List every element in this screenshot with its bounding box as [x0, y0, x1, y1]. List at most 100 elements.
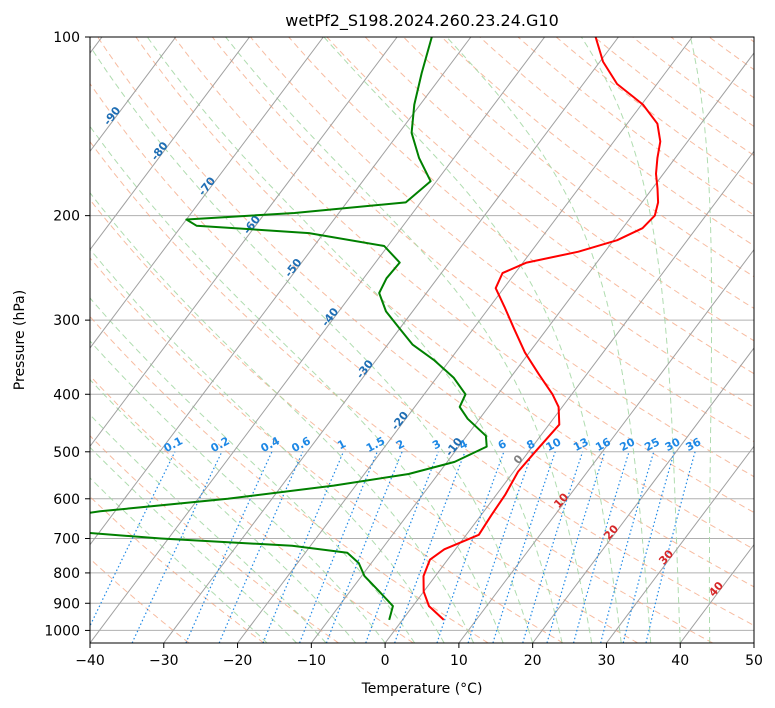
x-tick-label: 0	[381, 653, 390, 669]
isotherm-label: -40	[319, 305, 342, 329]
isotherm	[384, 150, 754, 643]
y-tick-label: 800	[53, 566, 80, 582]
line-labels: 0.1 0.2 0.4 0.6 1 1.5 2 3 4 6 8 10 13 16 20 25 30 36-100-…	[47, 71, 726, 599]
mixing-ratio-line	[218, 451, 304, 643]
moist-adiabat	[90, 297, 416, 643]
x-tick-label: 50	[745, 653, 763, 669]
dry-adiabat	[90, 140, 713, 643]
mixing-ratio-label: 13	[571, 435, 591, 454]
dry-adiabat	[326, 37, 754, 375]
mixing-ratio-label: 25	[642, 435, 662, 454]
mixing-ratio-line	[492, 451, 556, 643]
plot-frame	[89, 36, 755, 644]
moist-adiabat	[90, 192, 475, 643]
dry-adiabat	[90, 257, 564, 643]
mixing-ratio-label: 1	[335, 437, 348, 452]
mixing-ratio-line	[572, 451, 630, 643]
mixing-ratio-line	[622, 451, 675, 643]
mixing-ratio-line	[600, 451, 655, 643]
chart-title: wetPf2_S198.2024.260.23.24.G10	[285, 11, 559, 31]
y-tick-label: 1000	[44, 623, 80, 639]
moist-adiabat	[323, 37, 622, 643]
dry-adiabat	[364, 37, 754, 342]
dry-adiabat	[288, 37, 754, 408]
mixing-ratio-label: 8	[524, 437, 537, 452]
mixing-ratio-line	[262, 451, 344, 643]
isotherm	[90, 37, 472, 546]
mixing-ratio-line	[467, 451, 534, 643]
mixing-ratio-line	[299, 451, 378, 643]
dry-adiabat	[211, 37, 754, 478]
isotherms	[90, 37, 754, 643]
plot-area: 0.1 0.2 0.4 0.6 1 1.5 2 3 4 6 8 10 13 16 20 25 30 36-100-…	[47, 37, 754, 643]
mixing-ratio-line	[645, 451, 696, 643]
mixing-ratio-line	[325, 451, 403, 643]
y-tick-label: 400	[53, 387, 80, 403]
x-axis-ticks: −40 −30 −20 −10 0 10 20 30 40 50	[75, 643, 763, 669]
moist-adiabat-label: 20	[601, 522, 621, 542]
isotherm-label: -70	[196, 174, 219, 198]
moist-adiabat-label: 30	[656, 547, 676, 567]
isotherm-label: -30	[354, 357, 377, 381]
y-axis-label: Pressure (hPa)	[12, 290, 28, 390]
isotherm-label: -50	[282, 256, 305, 280]
x-tick-label: 40	[671, 653, 689, 669]
moist-adiabat	[580, 37, 681, 643]
mixing-ratio-line	[522, 451, 584, 643]
moist-adiabat	[90, 248, 445, 643]
mixing-ratio-label: 10	[544, 435, 564, 454]
dry-adiabat	[90, 198, 639, 643]
y-axis-ticks: 100 200 300 400 500 600 700 800 900 1000	[44, 30, 90, 639]
profile-series	[90, 37, 662, 621]
y-tick-label: 200	[53, 209, 80, 225]
y-tick-label: 900	[53, 596, 80, 612]
mixing-ratio-lines	[90, 451, 696, 643]
x-tick-label: 10	[450, 653, 468, 669]
isotherm	[458, 248, 754, 643]
dry-adiabat	[708, 37, 754, 71]
isotherm	[532, 347, 754, 643]
moist-adiabat	[90, 446, 297, 643]
dry-adiabat	[90, 558, 190, 643]
isotherm-label: -20	[389, 409, 412, 433]
mixing-ratio-label: 6	[496, 437, 509, 452]
isotherm	[90, 37, 324, 349]
moist-adiabat	[90, 125, 504, 643]
x-tick-label: 30	[598, 653, 616, 669]
isotherm	[310, 52, 754, 643]
isotherm	[90, 37, 398, 448]
temperature-profile-line	[422, 37, 662, 621]
x-tick-label: 20	[524, 653, 542, 669]
moist-adiabat	[146, 37, 563, 643]
dry-adiabat	[90, 434, 339, 643]
mixing-ratio-label: 20	[618, 435, 638, 454]
moist-adiabat	[690, 37, 713, 643]
dewpoint-profile-line	[90, 37, 488, 621]
dry-adiabat	[90, 82, 754, 626]
isotherm	[606, 445, 754, 643]
moist-adiabat	[90, 477, 268, 643]
dry-adiabat	[173, 37, 754, 514]
mixing-ratio-label: 30	[663, 435, 683, 454]
moist-adiabat	[446, 37, 652, 643]
moist-adiabat	[90, 340, 386, 643]
dry-adiabat	[90, 495, 265, 643]
isotherm-label: -90	[101, 104, 124, 128]
y-tick-label: 300	[53, 313, 80, 329]
dry-adiabat	[479, 37, 754, 247]
mixing-ratio-line	[546, 451, 606, 643]
mixing-ratio-line	[90, 451, 176, 628]
isotherm-label: -100	[47, 71, 74, 101]
mixing-ratio-label: 16	[593, 435, 613, 454]
isotherm-label: -80	[148, 139, 171, 163]
isotherm	[90, 37, 177, 153]
dry-adiabat	[747, 37, 754, 43]
y-tick-label: 500	[53, 445, 80, 461]
dry-adiabat	[90, 375, 414, 643]
isotherm	[90, 37, 546, 643]
dry-adiabat	[97, 37, 754, 588]
mixing-ratio-label: 36	[684, 435, 704, 454]
dry-adiabat	[250, 37, 754, 443]
mixing-ratio-label: 3	[430, 437, 443, 452]
mixing-ratio-label: 2	[394, 437, 407, 452]
